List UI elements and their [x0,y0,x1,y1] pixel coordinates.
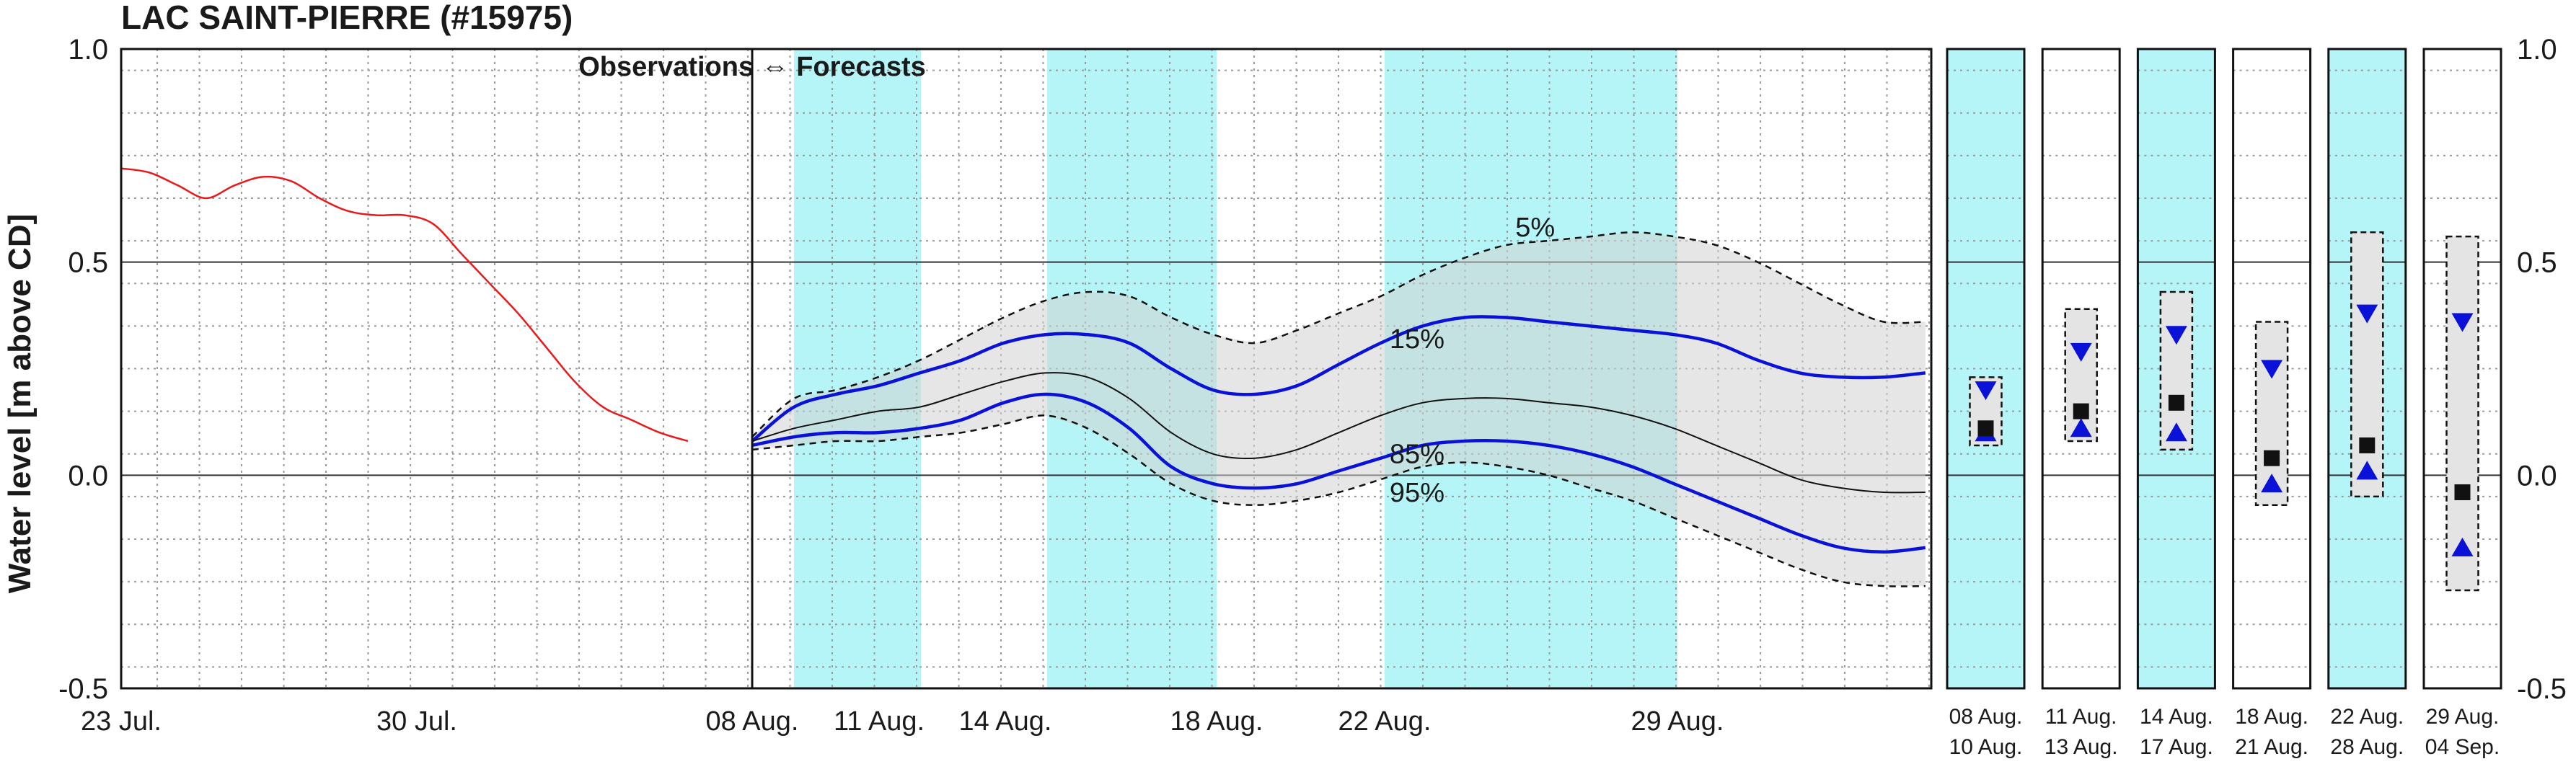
y-tick-label-right: -0.5 [2517,673,2567,705]
y-tick-label: 0.5 [68,247,108,279]
chart-title: LAC SAINT-PIERRE (#15975) [121,0,573,36]
panel-label-top: 22 Aug. [2330,705,2404,729]
panel-label-top: 08 Aug. [1949,705,2023,729]
panel-frame [1946,48,2026,690]
observation-line [120,167,689,443]
weekly-panel: 11 Aug. 13 Aug. [2041,48,2121,759]
weekly-panel: 29 Aug. 04 Sep. [2422,48,2502,759]
x-tick-label: 29 Aug. [1631,706,1724,737]
x-tick-label: 08 Aug. [706,706,799,737]
percentile-label: 95% [1390,478,1444,508]
panel-p85-marker [2165,422,2187,442]
panel-frame [2232,48,2312,690]
panel-label-bottom: 28 Aug. [2330,735,2404,759]
percentile-label: 85% [1390,439,1444,469]
panel-p15-marker [2261,360,2283,379]
forecast-line-85pct [751,392,1926,554]
panel-median-marker [2073,403,2089,419]
weekly-panel: 22 Aug. 28 Aug. [2327,48,2407,759]
main-plot: 5% 15% 85% 95% Observations ⇔ Forecasts 1.0 0.… [58,34,1933,737]
panel-frame [2136,48,2216,690]
panel-range-box [2350,231,2384,498]
panel-frame [2041,48,2121,690]
panel-label-bottom: 17 Aug. [2140,735,2213,759]
y-tick-label-right: 0.5 [2517,247,2557,279]
panel-p85-marker [2261,474,2283,493]
panel-median-marker [2264,450,2280,466]
weekly-panel: 08 Aug. 10 Aug. [1946,48,2026,759]
y-tick-label-right: 0.0 [2517,460,2557,492]
weekly-panel: 18 Aug. 21 Aug. [2232,48,2312,759]
panel-p15-marker [1975,381,1997,401]
panel-label-top: 18 Aug. [2235,705,2308,729]
panel-label-bottom: 13 Aug. [2045,735,2118,759]
panel-median-marker [2454,484,2471,500]
panel-label-top: 14 Aug. [2140,705,2213,729]
x-tick-label: 30 Jul. [376,706,457,737]
panel-frame [2327,48,2407,690]
panel-label-top: 29 Aug. [2426,705,2500,729]
forecast-line-15pct [751,315,1926,443]
x-tick-label: 14 Aug. [959,706,1052,737]
x-tick-label: 22 Aug. [1338,706,1432,737]
panel-median-marker [2359,437,2376,453]
y-tick-label: 1.0 [68,34,108,66]
weekly-panel: 14 Aug. 17 Aug. [2136,48,2216,759]
panel-median-marker [2168,394,2184,411]
x-tick-label: 23 Jul. [81,706,162,737]
forecast-line-5pct [751,231,1926,438]
panel-p85-marker [2356,461,2378,480]
panel-p15-marker [2356,304,2378,324]
panel-label-top: 11 Aug. [2045,705,2117,729]
weekly-panels: 08 Aug. 10 Aug. 11 Aug. 13 Aug. 14 Aug. 17 Au… [1946,34,2567,759]
y-tick-label-right: 1.0 [2517,34,2557,66]
forecast-envelope [752,232,1926,587]
panel-label-bottom: 21 Aug. [2235,735,2308,759]
panel-label-bottom: 10 Aug. [1949,735,2023,759]
panel-range-box [2064,308,2098,443]
panel-median-marker [1977,420,1994,437]
divider-label: Observations ⇔ Forecasts [578,52,926,82]
forecast-line-50pct [751,372,1926,494]
panel-p85-marker [2070,418,2092,437]
x-tick-label: 18 Aug. [1170,706,1263,737]
y-tick-label: -0.5 [58,673,108,705]
panel-shade [1947,49,2024,688]
panel-p85-marker [2451,537,2474,556]
forecast-line-95pct [751,414,1926,587]
panel-frame [2422,48,2502,690]
y-axis-label: Water level [m above CD] [2,214,38,594]
panel-label-bottom: 04 Sep. [2425,735,2500,759]
x-tick-label: 11 Aug. [834,706,925,737]
panel-p15-marker [2451,313,2474,332]
y-tick-label: 0.0 [68,460,108,492]
percentile-label: 15% [1390,324,1444,355]
plot-frame [120,48,1933,690]
percentile-label: 5% [1515,213,1555,243]
panel-p15-marker [2165,326,2187,345]
panel-p15-marker [2070,342,2092,362]
panel-range-box [2445,235,2479,592]
